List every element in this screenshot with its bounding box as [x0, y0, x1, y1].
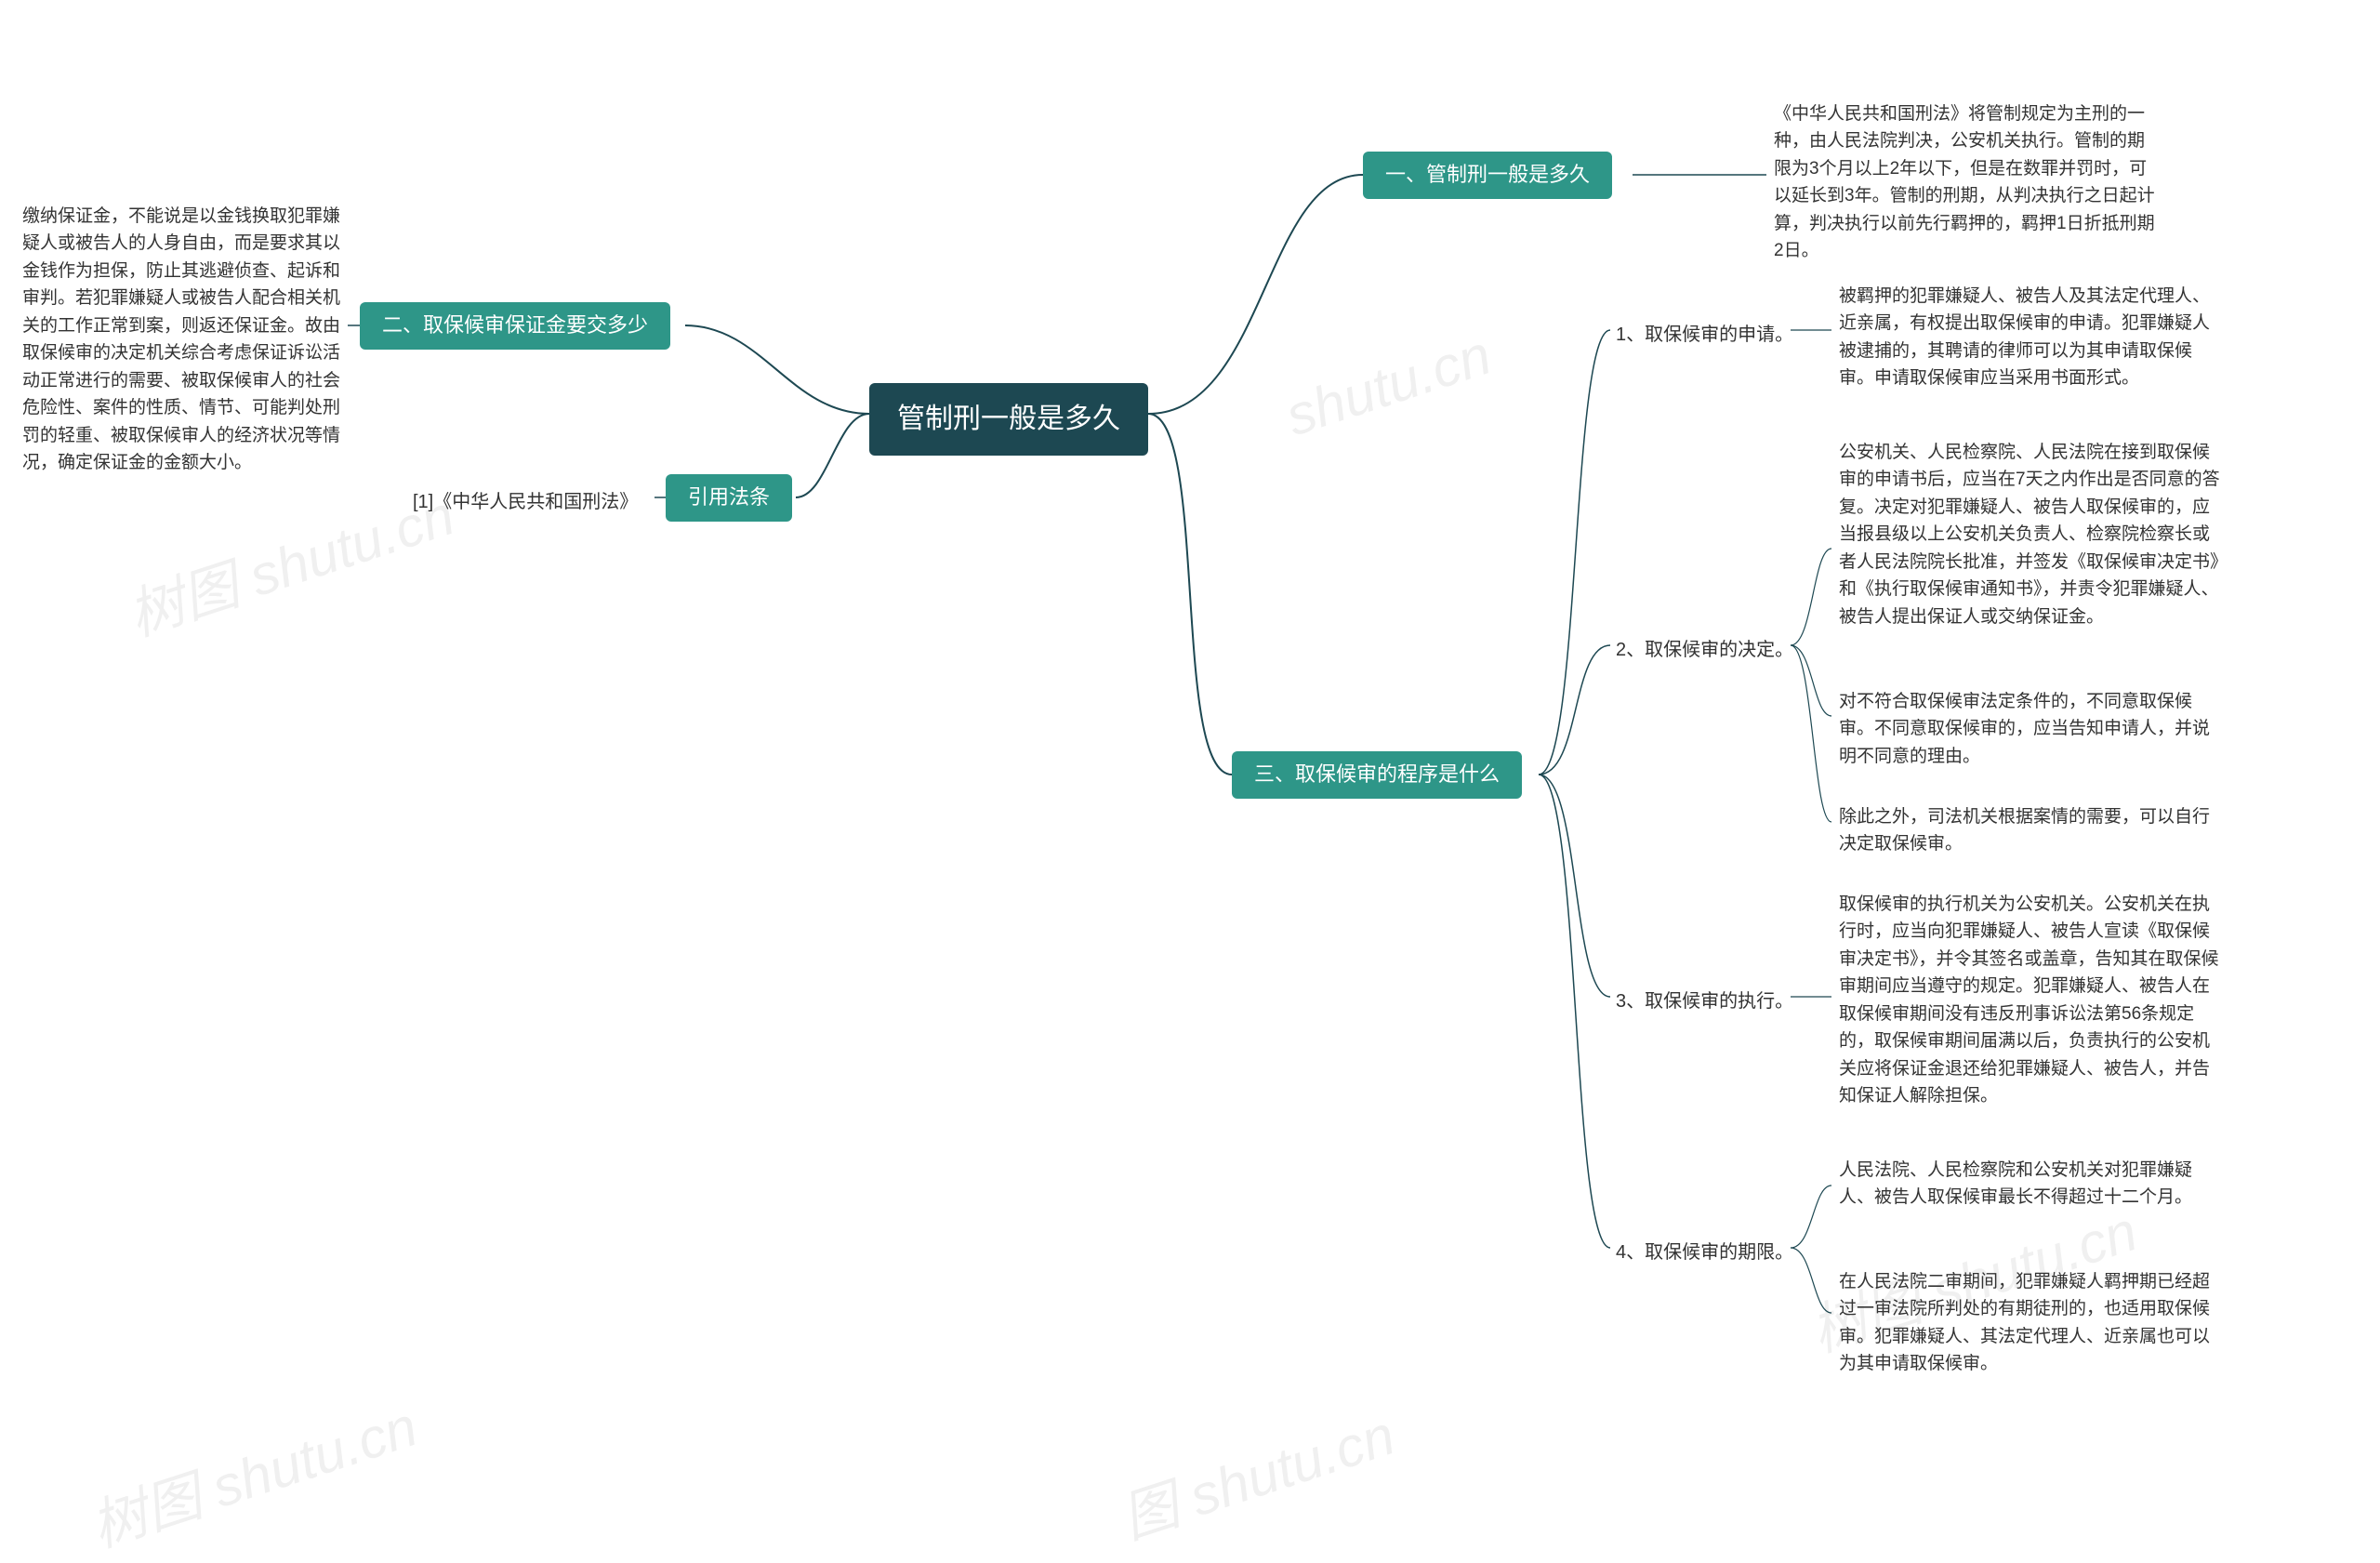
- b4-detail: [1]《中华人民共和国刑法》: [413, 486, 638, 513]
- branch-2[interactable]: 二、取保候审保证金要交多少: [360, 302, 670, 350]
- p3-3-label: 3、取保候审的执行。: [1616, 986, 1793, 1013]
- branch-3[interactable]: 三、取保候审的程序是什么: [1232, 751, 1522, 799]
- watermark: 树图 shutu.cn: [79, 1382, 426, 1563]
- p3-3-detail: 取保候审的执行机关为公安机关。公安机关在执行时，应当向犯罪嫌疑人、被告人宣读《取…: [1839, 891, 2220, 1110]
- root-node[interactable]: 管制刑一般是多久: [869, 383, 1148, 456]
- p3-4-label: 4、取保候审的期限。: [1616, 1237, 1793, 1264]
- b1-detail: 《中华人民共和国刑法》将管制规定为主刑的一种，由人民法院判决，公安机关执行。管制…: [1774, 100, 2155, 265]
- p3-4-d1: 人民法院、人民检察院和公安机关对犯罪嫌疑人、被告人取保候审最长不得超过十二个月。: [1839, 1157, 2220, 1212]
- watermark: 图 shutu.cn: [1110, 1390, 1404, 1555]
- branch-1[interactable]: 一、管制刑一般是多久: [1363, 152, 1612, 199]
- p3-2-d3: 除此之外，司法机关根据案情的需要，可以自行决定取保候审。: [1839, 803, 2220, 858]
- p3-1-detail: 被羁押的犯罪嫌疑人、被告人及其法定代理人、近亲属，有权提出取保候审的申请。犯罪嫌…: [1839, 283, 2220, 392]
- b2-detail: 缴纳保证金，不能说是以金钱换取犯罪嫌疑人或被告人的人身自由，而是要求其以金钱作为…: [22, 203, 348, 476]
- watermark: shutu.cn: [1278, 323, 1499, 449]
- p3-1-label: 1、取保候审的申请。: [1616, 319, 1793, 346]
- mindmap-canvas: 树图 shutu.cn shutu.cn 树图 shutu.cn 树图 shut…: [0, 0, 2380, 1491]
- p3-2-d2: 对不符合取保候审法定条件的，不同意取保候审。不同意取保候审的，应当告知申请人，并…: [1839, 688, 2220, 770]
- p3-4-d2: 在人民法院二审期间，犯罪嫌疑人羁押期已经超过一审法院所判处的有期徒刑的，也适用取…: [1839, 1268, 2220, 1378]
- p3-2-label: 2、取保候审的决定。: [1616, 634, 1793, 661]
- branch-4[interactable]: 引用法条: [666, 474, 792, 522]
- p3-2-d1: 公安机关、人民检察院、人民法院在接到取保候审的申请书后，应当在7天之内作出是否同…: [1839, 439, 2220, 630]
- watermark: 树图 shutu.cn: [116, 470, 463, 652]
